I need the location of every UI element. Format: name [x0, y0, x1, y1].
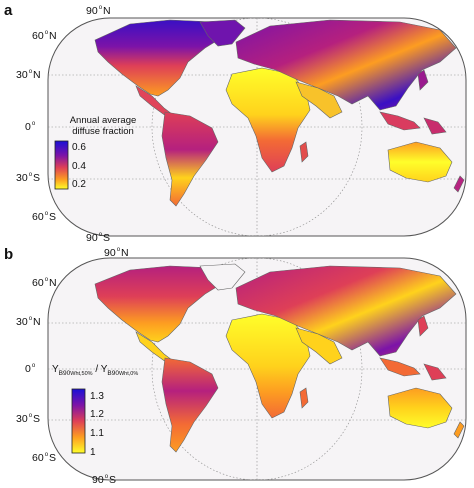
legend-title-a: Annual average diffuse fraction [60, 115, 146, 137]
map-panel-b: b 90oN 60oN 30oN 0o 30oS 60oS 90oS YB90W… [0, 244, 474, 488]
lat-label-equator: 0o [25, 121, 36, 133]
colorbar-tick: 1.2 [90, 409, 104, 420]
lat-label-90s: 90oS [86, 232, 111, 244]
lat-label-90n: 90oN [86, 5, 111, 17]
lat-label-30s: 30oS [16, 172, 41, 184]
colorbar-tick: 0.4 [72, 161, 86, 172]
lat-label-90s: 90oS [92, 474, 117, 486]
world-map-b [47, 257, 467, 481]
lat-label-30n: 30oN [16, 69, 41, 81]
lat-label-30s: 30oS [16, 413, 41, 425]
legend-title-b: YB90Wht,50% / YB90Wht,0% [52, 364, 139, 377]
map-panel-a: a 90oN 60oN 30oN 0o 30oS 60oS 90oS Annua… [4, 2, 467, 244]
colorbar-tick: 0.6 [72, 142, 86, 153]
lat-label-90n: 90oN [104, 247, 129, 259]
colorbar-a [54, 140, 69, 190]
lat-label-equator: 0o [25, 363, 36, 375]
legend-title-line1: Annual average [69, 115, 137, 126]
colorbar-tick: 0.2 [72, 179, 86, 190]
colorbar-tick: 1 [90, 447, 96, 458]
panel-label: a [4, 2, 13, 19]
land-b [94, 263, 465, 453]
colorbar-b [71, 388, 86, 454]
legend-title-line2: diffuse fraction [72, 126, 134, 137]
world-map-a [47, 17, 467, 237]
land-a [94, 19, 465, 207]
lat-label-60s: 60oS [32, 452, 57, 464]
colorbar-tick: 1.1 [90, 428, 104, 439]
colorbar-tick: 1.3 [90, 391, 104, 402]
panel-label: b [4, 246, 14, 263]
lat-label-60s: 60oS [32, 211, 57, 223]
map-grid [48, 258, 466, 480]
lat-label-30n: 30oN [16, 316, 41, 328]
lat-label-60n: 60oN [32, 277, 57, 289]
lat-label-60n: 60oN [32, 30, 57, 42]
